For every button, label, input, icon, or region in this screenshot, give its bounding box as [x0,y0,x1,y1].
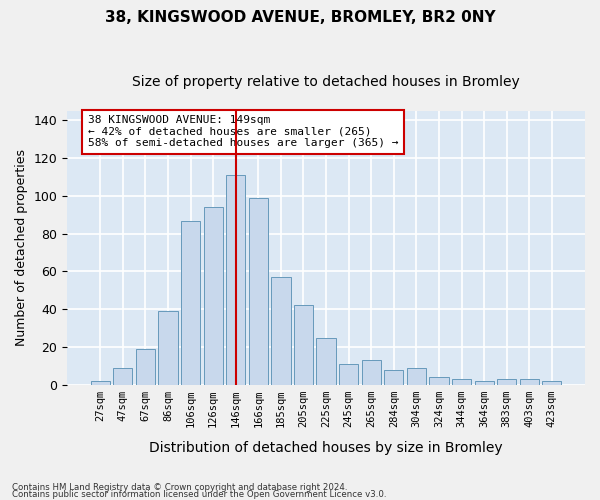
Bar [384,370,403,385]
Bar [407,368,426,385]
Bar [271,277,290,385]
Bar [113,368,133,385]
X-axis label: Distribution of detached houses by size in Bromley: Distribution of detached houses by size … [149,441,503,455]
Text: Contains public sector information licensed under the Open Government Licence v3: Contains public sector information licen… [12,490,386,499]
Bar [542,381,562,385]
Bar [203,208,223,385]
Bar [475,381,494,385]
Title: Size of property relative to detached houses in Bromley: Size of property relative to detached ho… [132,75,520,89]
Bar [520,379,539,385]
Bar [294,306,313,385]
Bar [339,364,358,385]
Bar [91,381,110,385]
Bar [181,220,200,385]
Bar [430,377,449,385]
Bar [452,379,471,385]
Text: 38 KINGSWOOD AVENUE: 149sqm
← 42% of detached houses are smaller (265)
58% of se: 38 KINGSWOOD AVENUE: 149sqm ← 42% of det… [88,115,398,148]
Bar [136,349,155,385]
Y-axis label: Number of detached properties: Number of detached properties [15,150,28,346]
Bar [497,379,517,385]
Bar [316,338,335,385]
Text: Contains HM Land Registry data © Crown copyright and database right 2024.: Contains HM Land Registry data © Crown c… [12,484,347,492]
Text: 38, KINGSWOOD AVENUE, BROMLEY, BR2 0NY: 38, KINGSWOOD AVENUE, BROMLEY, BR2 0NY [104,10,496,25]
Bar [249,198,268,385]
Bar [226,175,245,385]
Bar [158,311,178,385]
Bar [362,360,381,385]
